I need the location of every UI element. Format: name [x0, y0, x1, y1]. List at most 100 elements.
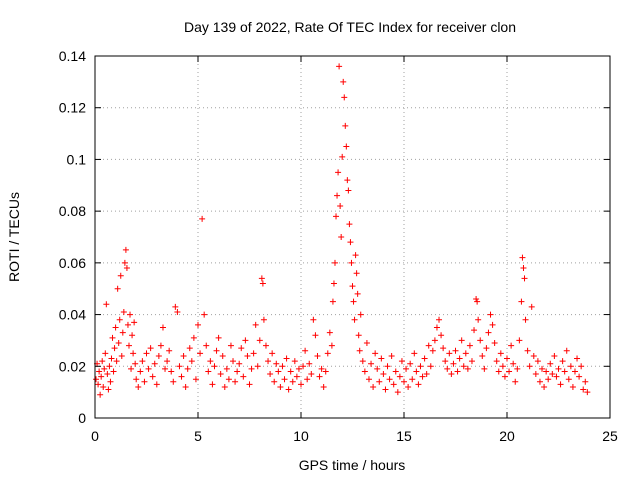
- y-tick-label: 0.06: [59, 255, 86, 271]
- data-point: [363, 340, 370, 347]
- data-point: [436, 316, 443, 323]
- data-point: [557, 381, 564, 388]
- data-point: [252, 321, 259, 328]
- data-point: [382, 386, 389, 393]
- data-point: [578, 363, 585, 370]
- data-point: [223, 365, 230, 372]
- data-point: [352, 252, 359, 259]
- data-point: [438, 332, 445, 339]
- data-point: [462, 350, 469, 357]
- data-point: [147, 345, 154, 352]
- data-point: [403, 365, 410, 372]
- data-point: [145, 365, 152, 372]
- x-axis-label: GPS time / hours: [299, 457, 406, 473]
- data-point: [567, 363, 574, 370]
- data-point: [328, 342, 335, 349]
- data-point: [283, 355, 290, 362]
- data-point: [388, 352, 395, 359]
- data-point: [111, 345, 118, 352]
- data-point: [351, 316, 358, 323]
- data-point: [334, 192, 341, 199]
- y-tick-label: 0.04: [59, 307, 86, 323]
- data-point: [314, 352, 321, 359]
- data-point: [380, 371, 387, 378]
- data-point: [118, 352, 125, 359]
- data-point: [347, 239, 354, 246]
- data-point: [344, 177, 351, 184]
- data-point: [262, 342, 269, 349]
- data-point: [176, 363, 183, 370]
- data-point: [304, 376, 311, 383]
- data-point: [143, 350, 150, 357]
- data-point: [151, 360, 158, 367]
- data-point: [104, 371, 111, 378]
- data-point: [532, 371, 539, 378]
- data-point: [162, 365, 169, 372]
- data-point: [259, 280, 266, 287]
- data-point: [338, 234, 345, 240]
- data-point: [95, 381, 102, 388]
- data-point: [182, 383, 189, 390]
- data-point: [466, 342, 473, 349]
- data-point: [495, 368, 502, 375]
- data-point: [384, 363, 391, 370]
- data-point: [442, 358, 449, 365]
- y-tick-label: 0.02: [59, 358, 86, 374]
- y-tick-labels: 0 0.02 0.04 0.06 0.08 0.1 0.12 0.14: [59, 48, 86, 426]
- data-point: [561, 368, 568, 375]
- x-tick-label: 10: [293, 428, 309, 444]
- data-point: [574, 355, 581, 362]
- data-point: [124, 321, 131, 328]
- y-tick-label: 0.14: [59, 48, 86, 64]
- data-point: [401, 378, 407, 385]
- data-point: [452, 347, 459, 354]
- data-point: [98, 373, 105, 380]
- data-point: [230, 358, 237, 365]
- data-point: [563, 347, 570, 354]
- data-point: [201, 311, 208, 318]
- data-point: [493, 358, 500, 365]
- grid: [95, 56, 610, 418]
- y-tick-label: 0: [78, 410, 86, 426]
- data-point: [120, 308, 127, 315]
- data-point: [411, 350, 418, 357]
- data-point: [97, 391, 104, 398]
- data-point: [258, 275, 265, 282]
- data-point: [166, 347, 173, 354]
- data-point: [576, 373, 583, 380]
- data-point: [184, 365, 191, 372]
- data-point: [551, 352, 558, 359]
- data-point: [199, 215, 206, 222]
- data-point: [349, 283, 356, 290]
- data-point: [197, 350, 204, 357]
- data-point: [211, 363, 218, 370]
- data-point: [287, 368, 294, 375]
- data-point: [337, 202, 344, 209]
- data-point: [499, 363, 506, 370]
- y-tick-label: 0.12: [59, 100, 86, 116]
- data-point: [157, 342, 164, 349]
- data-point: [127, 311, 134, 318]
- data-point: [336, 63, 343, 70]
- data-point: [300, 363, 307, 370]
- data-point: [522, 316, 529, 323]
- data-point: [141, 378, 148, 385]
- chart-title: Day 139 of 2022, Rate Of TEC Index for r…: [184, 19, 516, 35]
- data-point: [456, 355, 463, 362]
- data-point: [539, 365, 546, 372]
- data-point: [209, 381, 216, 388]
- data-point: [524, 347, 531, 354]
- data-point: [232, 378, 239, 385]
- data-point: [354, 290, 361, 297]
- y-tick-label: 0.08: [59, 203, 86, 219]
- data-point: [528, 303, 535, 310]
- data-point: [172, 303, 179, 310]
- data-point: [221, 383, 228, 390]
- data-point: [265, 358, 272, 365]
- data-point: [205, 368, 212, 375]
- data-point: [271, 378, 278, 385]
- data-point: [105, 386, 112, 393]
- data-point: [103, 301, 110, 308]
- data-point: [571, 368, 578, 375]
- data-point: [559, 358, 566, 365]
